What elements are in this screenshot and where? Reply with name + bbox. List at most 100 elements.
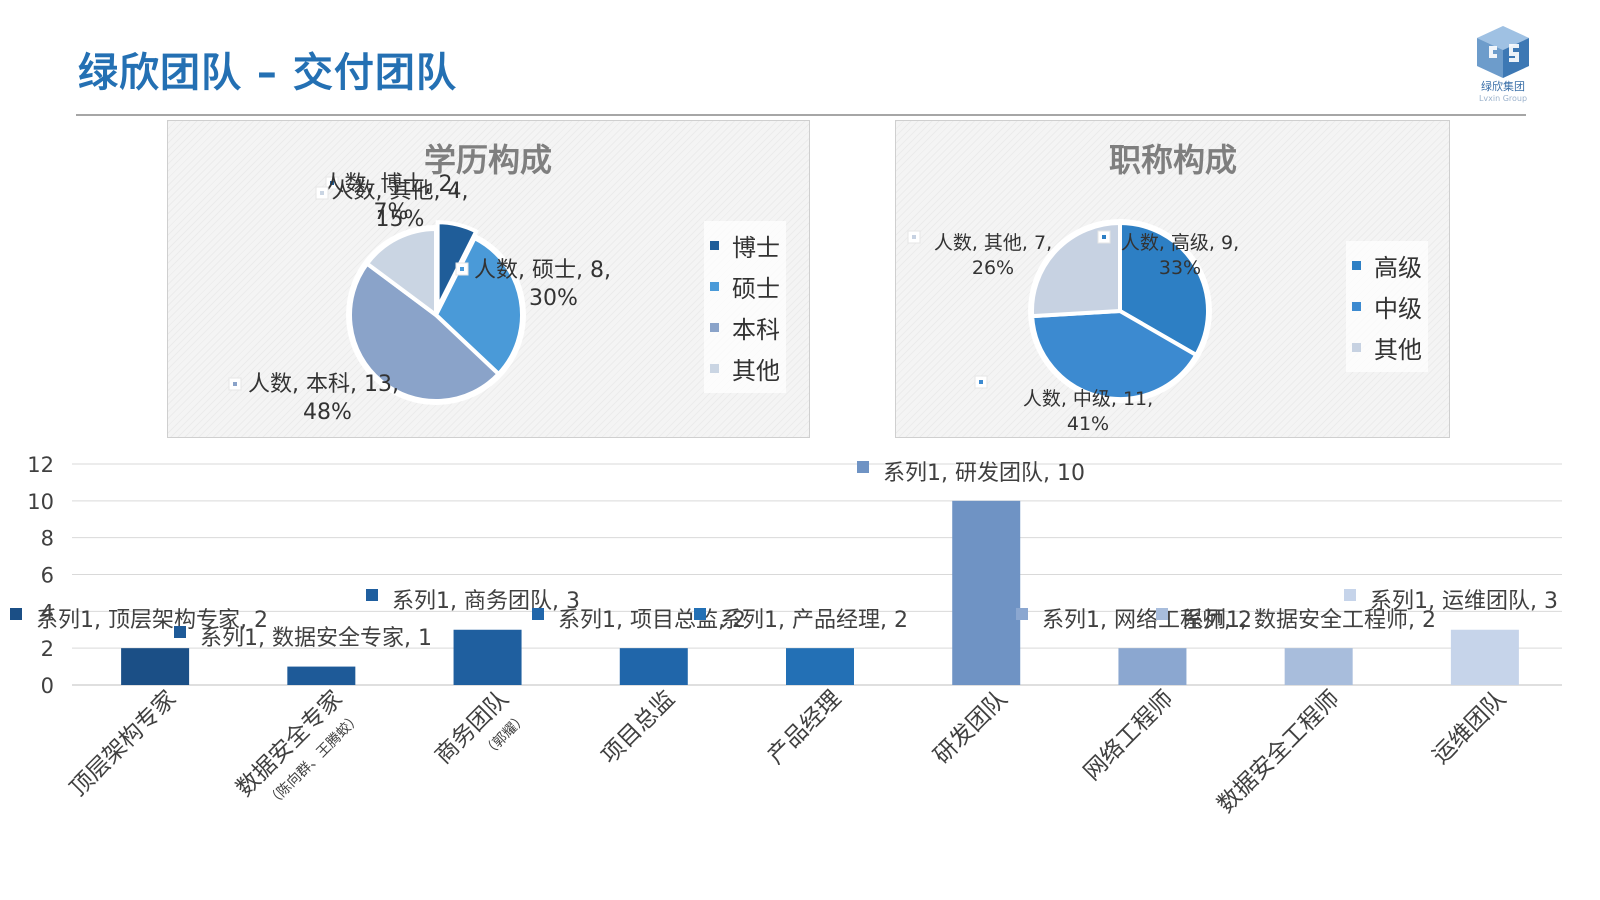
bar xyxy=(1118,648,1187,685)
pie-data-label: 人数, 本科, 13, 48% xyxy=(248,372,399,425)
pie-label-dot xyxy=(1102,235,1106,239)
legend-swatch xyxy=(710,241,719,250)
bar xyxy=(1284,648,1353,685)
legend-swatch xyxy=(710,282,719,291)
y-tick-label: 12 xyxy=(27,453,54,477)
legend-label: 高级 xyxy=(1374,254,1422,282)
x-tick-label: 顶层架构专家 xyxy=(65,686,181,802)
x-tick-label: 产品经理 xyxy=(763,686,846,769)
pie-label-dot xyxy=(460,267,464,271)
pie-label-dot xyxy=(233,382,237,386)
bar-data-label: 系列1, 顶层架构专家, 2 xyxy=(36,608,268,633)
bar-data-label: 系列1, 网络工程师, 2 xyxy=(1042,608,1252,633)
legend-label: 其他 xyxy=(732,357,780,385)
bar-label-marker xyxy=(1344,589,1356,601)
bar-label-marker xyxy=(1156,608,1168,620)
bar-data-label: 系列1, 数据安全工程师, 2 xyxy=(1182,608,1436,633)
pie-title: 职称构成 xyxy=(1109,141,1237,179)
bar xyxy=(786,648,854,685)
x-category-group: 数据安全工程师 xyxy=(1213,686,1345,818)
bar-label-marker xyxy=(366,589,378,601)
legend-item: 其他 xyxy=(710,348,780,389)
x-category-group: 研发团队 xyxy=(929,686,1012,769)
education-legend: 博士 硕士 本科 其他 xyxy=(704,221,786,393)
bar xyxy=(453,629,522,685)
pie-label-dot xyxy=(912,235,916,239)
legend-label: 其他 xyxy=(1374,336,1422,364)
legend-swatch xyxy=(710,323,719,332)
bar-label-marker xyxy=(532,608,544,620)
bar-label-marker xyxy=(10,608,22,620)
legend-swatch xyxy=(1352,302,1361,311)
legend-item: 高级 xyxy=(1352,245,1422,286)
bar-label-marker xyxy=(857,461,869,473)
bar-data-label: 系列1, 运维团队, 3 xyxy=(1370,589,1558,614)
y-tick-label: 8 xyxy=(41,527,54,551)
bar xyxy=(121,648,190,685)
legend-item: 其他 xyxy=(1352,327,1422,368)
pie-slice xyxy=(1030,308,1199,401)
pie-label-dot xyxy=(320,191,324,195)
bar-data-label: 系列1, 研发团队, 10 xyxy=(883,461,1085,486)
logo-name-en: Lvxin Group xyxy=(1478,94,1528,103)
legend-swatch xyxy=(710,364,719,373)
pie-data-label: 人数, 博士, 2, 7% xyxy=(323,172,460,225)
pie-data-label: 人数, 其他, 4, 15% xyxy=(332,179,469,232)
team-bar-chart: 0 2 4 6 8 10 12 系列1, 顶层架构专家, 2 顶层架构专家 系列1, 数据安全专家… xyxy=(10,453,1562,818)
legend-item: 博士 xyxy=(710,225,780,266)
pie-label-dot xyxy=(979,380,983,384)
title-divider xyxy=(76,114,1526,116)
pie-data-label: 人数, 高级, 9, 33% xyxy=(1121,232,1239,279)
legend-item: 中级 xyxy=(1352,286,1422,327)
y-tick-label: 0 xyxy=(41,674,54,698)
bar-label-marker xyxy=(1016,608,1028,620)
x-category-group: 顶层架构专家 xyxy=(65,686,181,802)
y-tick-label: 10 xyxy=(27,490,54,514)
pie-slice xyxy=(433,235,524,377)
legend-label: 博士 xyxy=(732,234,780,262)
logo-name: 绿欣集团 xyxy=(1481,80,1525,93)
x-tick-label: 数据安全工程师 xyxy=(1213,686,1345,818)
pie-data-label: 人数, 中级, 11, 41% xyxy=(1023,388,1153,435)
legend-item: 本科 xyxy=(710,307,780,348)
x-category-group: 商务团队（郭耀） xyxy=(430,686,530,769)
pie-data-label: 人数, 其他, 7, 26% xyxy=(934,232,1052,279)
bar-data-label: 系列1, 产品经理, 2 xyxy=(720,608,908,633)
legend-item: 硕士 xyxy=(710,266,780,307)
bar-data-label: 系列1, 项目总监, 2 xyxy=(558,608,746,633)
bar-label-marker xyxy=(174,626,186,638)
pie-data-label: 人数, 硕士, 8, 30% xyxy=(474,258,611,311)
pie-slice xyxy=(348,260,502,403)
page-title: 绿欣团队 – 交付团队 xyxy=(78,50,457,96)
x-tick-label: 网络工程师 xyxy=(1079,686,1179,786)
pie-slice xyxy=(1030,220,1122,319)
bar xyxy=(287,666,356,685)
y-tick-label: 2 xyxy=(41,637,54,661)
bar-data-label: 系列1, 数据安全专家, 1 xyxy=(200,626,432,651)
x-tick-label: 研发团队 xyxy=(929,686,1012,769)
legend-swatch xyxy=(1352,343,1361,352)
pie-label-dot xyxy=(330,181,334,185)
y-tick-label: 4 xyxy=(41,600,54,624)
bar-data-label: 系列1, 商务团队, 3 xyxy=(392,589,580,614)
bar-label-marker xyxy=(694,608,706,620)
title-pie-panel: 职称构成人数, 高级, 9, 33% 人数, 中级, 11, 41% 人数, 其他, 7… xyxy=(895,120,1450,438)
pie-title: 学历构成 xyxy=(424,141,552,179)
legend-label: 硕士 xyxy=(732,275,780,303)
x-category-group: 运维团队 xyxy=(1428,686,1511,769)
company-logo: 绿欣集团 Lvxin Group xyxy=(1458,24,1548,114)
bar xyxy=(1450,629,1519,685)
x-category-group: 网络工程师 xyxy=(1079,686,1179,786)
bar xyxy=(952,500,1021,685)
x-category-group: 数据安全专家（陈向群、王腾蛟） xyxy=(232,686,365,810)
title-legend: 高级 中级 其他 xyxy=(1346,241,1428,372)
legend-label: 本科 xyxy=(732,316,780,344)
legend-label: 中级 xyxy=(1374,295,1422,323)
y-tick-label: 6 xyxy=(41,564,54,588)
x-tick-label: 运维团队 xyxy=(1428,686,1511,769)
pie-slice xyxy=(364,226,438,319)
legend-swatch xyxy=(1352,261,1361,270)
bar xyxy=(619,648,688,685)
